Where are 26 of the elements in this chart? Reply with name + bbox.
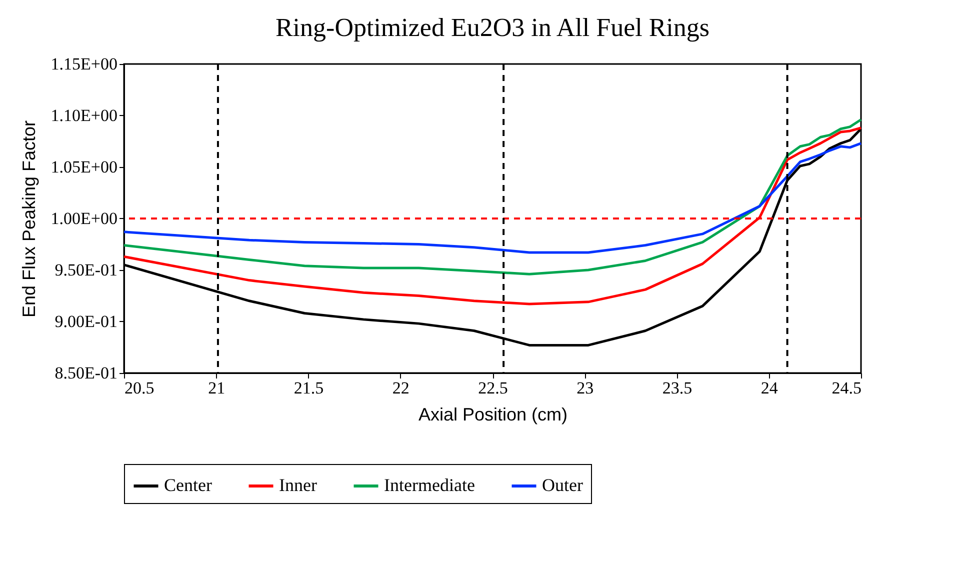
legend-label: Center (164, 475, 212, 495)
line-series (122, 142, 862, 254)
y-axis-title: End Flux Peaking Factor (18, 120, 39, 318)
line-series (122, 126, 862, 306)
x-tick-label: 21 (208, 378, 226, 398)
legend-label: Inner (279, 475, 317, 495)
x-tick-label: 21.5 (294, 378, 324, 398)
y-tick-label: 9.50E-01 (54, 260, 118, 280)
x-tick-label: 24 (760, 378, 778, 398)
legend-label: Intermediate (384, 475, 475, 495)
x-tick-label: 22 (392, 378, 410, 398)
y-tick-label: 1.10E+00 (50, 106, 118, 125)
y-tick-label: 9.00E-01 (54, 312, 118, 331)
x-tick-label: 23 (576, 378, 594, 398)
y-tick-label: 8.50E-01 (54, 364, 118, 382)
y-tick-label: 1.15E+00 (50, 54, 118, 74)
x-tick-label: 24.5 (832, 378, 862, 398)
y-tick-label: 1.05E+00 (50, 158, 118, 176)
x-tick-label: 20.5 (124, 378, 154, 398)
x-tick-label: 23.5 (662, 378, 692, 398)
line-series (122, 118, 862, 276)
y-tick-label: 1.00E+00 (50, 209, 118, 228)
legend-label: Outer (542, 475, 583, 495)
x-axis-title: Axial Position (cm) (418, 404, 568, 424)
x-tick-label: 22.5 (478, 378, 508, 398)
chart-title: Ring-Optimized Eu2O3 in All Fuel Rings (275, 13, 710, 42)
